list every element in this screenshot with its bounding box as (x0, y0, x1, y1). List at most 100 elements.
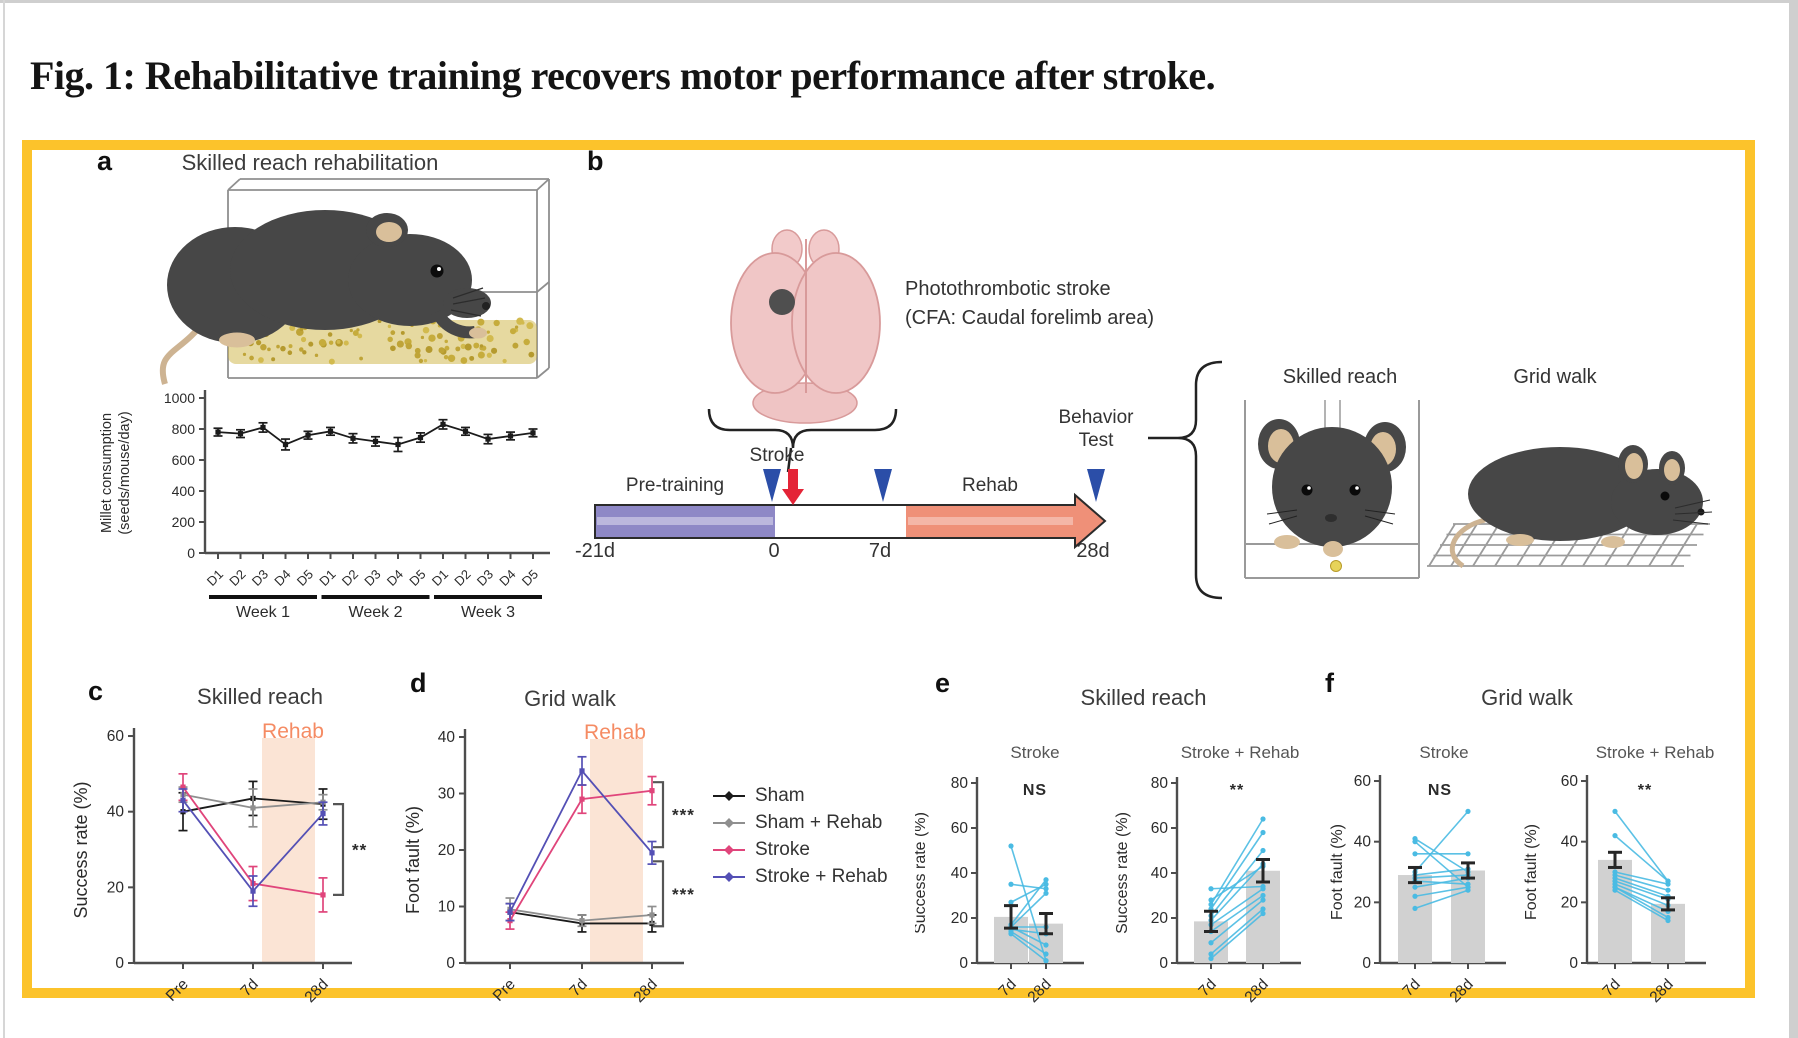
svg-text:28d: 28d (1447, 976, 1477, 1006)
svg-text:Millet consumption: Millet consumption (99, 413, 115, 533)
svg-text:600: 600 (172, 452, 196, 468)
mouse-reaching-paw (1323, 541, 1343, 557)
legend-marker-icon (713, 871, 745, 882)
svg-text:60: 60 (1561, 773, 1579, 790)
panel-a-letter: a (97, 146, 113, 176)
skilled-reach-mouse-illustration (1244, 400, 1420, 579)
svg-text:20: 20 (107, 879, 125, 896)
svg-text:Week 3: Week 3 (461, 604, 515, 621)
svg-text:D3: D3 (474, 567, 496, 589)
rehab-bar (906, 505, 1075, 538)
svg-text:40: 40 (107, 804, 125, 821)
panel-c-rehab-label: Rehab (262, 720, 324, 743)
mouse-foot (1506, 534, 1534, 546)
svg-text:Pre: Pre (490, 976, 519, 1005)
stroke-caption-line1: Photothrombotic stroke (905, 278, 1111, 300)
timepoint-triangle-28d (1087, 469, 1105, 502)
svg-text:0: 0 (1362, 955, 1371, 972)
svg-text:400: 400 (172, 483, 196, 499)
svg-text:80: 80 (951, 775, 969, 792)
stroke-lesion-spot (769, 289, 795, 315)
svg-text:Foot fault (%): Foot fault (%) (403, 806, 423, 914)
series-legend: Sham Sham + Rehab Stroke Stroke + Rehab (712, 782, 888, 890)
mouse-tail (1449, 517, 1486, 569)
mouse-nose (482, 302, 490, 310)
panel-d-title: Grid walk (524, 686, 616, 711)
svg-text:D5: D5 (406, 567, 428, 589)
svg-text:Stroke: Stroke (1419, 743, 1468, 762)
legend-marker-icon (713, 790, 745, 801)
mouse-hind-foot (219, 332, 255, 348)
svg-text:D4: D4 (271, 567, 293, 589)
panel-d-letter: d (410, 668, 427, 698)
svg-text:D1: D1 (429, 567, 451, 589)
panel-c-title: Skilled reach (197, 684, 323, 709)
legend-item: Sham + Rehab (712, 809, 888, 836)
svg-text:0: 0 (1569, 955, 1578, 972)
legend-item: Stroke (712, 836, 888, 863)
svg-text:Foot fault (%): Foot fault (%) (1523, 824, 1540, 920)
svg-text:0: 0 (115, 955, 124, 972)
svg-text:D2: D2 (226, 567, 248, 589)
svg-text:60: 60 (951, 820, 969, 837)
panel-b-letter: b (587, 146, 604, 176)
svg-text:D1: D1 (316, 567, 338, 589)
pretraining-label: Pre-training (625, 475, 725, 496)
svg-text:60: 60 (1354, 773, 1372, 790)
figure-caption-title: Fig. 1: Rehabilitative training recovers… (30, 53, 1216, 98)
svg-text:30: 30 (438, 786, 456, 803)
svg-text:0: 0 (187, 545, 195, 561)
svg-text:7d: 7d (996, 976, 1020, 1000)
svg-text:***: *** (672, 806, 695, 825)
mouse-body (1468, 447, 1652, 541)
mouse-foot (1601, 536, 1625, 548)
svg-text:(seeds/mouse/day): (seeds/mouse/day) (117, 411, 133, 534)
svg-text:7d: 7d (238, 976, 262, 1000)
svg-text:**: ** (1638, 782, 1652, 799)
rehab-label: Rehab (962, 475, 1018, 496)
grid-walk-line-chart: 0 10 20 30 40 Pre 7d 28d *** *** Foot fault (%) (403, 729, 695, 1006)
svg-text:D1: D1 (204, 567, 226, 589)
svg-text:Pre: Pre (163, 976, 192, 1005)
timepoint-triangle-7d (874, 469, 892, 502)
svg-text:7d: 7d (1600, 976, 1624, 1000)
svg-text:**: ** (1230, 782, 1244, 799)
svg-text:7d: 7d (1196, 976, 1220, 1000)
svg-text:28d: 28d (1025, 976, 1055, 1006)
svg-text:28d: 28d (302, 976, 332, 1006)
svg-text:0: 0 (959, 955, 968, 972)
svg-text:D2: D2 (339, 567, 361, 589)
svg-text:800: 800 (172, 421, 196, 437)
svg-text:NS: NS (1428, 782, 1452, 799)
brain-brace (707, 408, 898, 473)
svg-text:Success rate (%): Success rate (%) (1114, 812, 1131, 934)
svg-text:20: 20 (1561, 894, 1579, 911)
svg-text:40: 40 (951, 865, 969, 882)
skilled-reach-line-chart: 0 20 40 60 Pre 7d 28d ** Success rate (%) (71, 728, 367, 1006)
svg-text:7d: 7d (567, 976, 591, 1000)
mouse-ear (1625, 453, 1643, 479)
legend-marker-icon (713, 844, 745, 855)
stroke-arrow-icon (782, 469, 804, 505)
svg-text:**: ** (352, 841, 367, 860)
grid-walk-mouse-illustration (1427, 445, 1713, 569)
brain-illustration (730, 229, 881, 424)
svg-text:10: 10 (438, 899, 456, 916)
legend-item-label: Sham + Rehab (755, 811, 883, 833)
legend-item-label: Stroke (755, 838, 810, 860)
svg-text:28d: 28d (1242, 976, 1272, 1006)
stroke-label: Stroke (749, 445, 805, 466)
svg-text:D3: D3 (249, 567, 271, 589)
pretraining-bar (595, 505, 775, 538)
mouse-head (1611, 469, 1703, 535)
legend-item-label: Sham (755, 784, 805, 806)
svg-text:Success rate (%): Success rate (%) (71, 781, 91, 918)
svg-text:20: 20 (1354, 894, 1372, 911)
mouse-head (1272, 427, 1392, 547)
svg-text:Stroke: Stroke (1010, 743, 1059, 762)
svg-text:40: 40 (438, 729, 456, 746)
svg-text:Week 2: Week 2 (349, 604, 403, 621)
tick-minus21d: -21d (574, 540, 616, 562)
